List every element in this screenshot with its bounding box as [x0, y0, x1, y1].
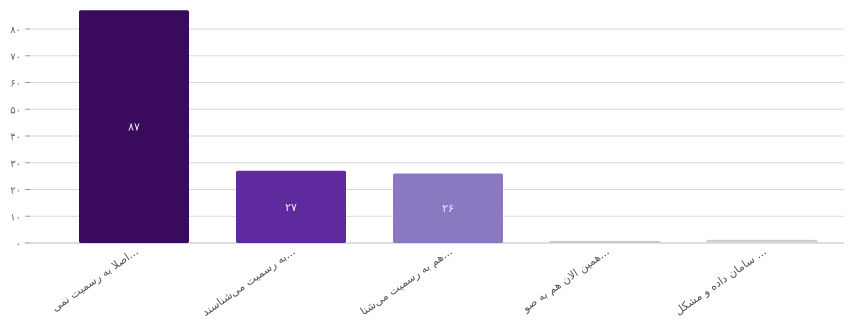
- x-tick-label: سامان داده و مشکل ...: [672, 245, 768, 318]
- bar[interactable]: [549, 241, 661, 244]
- bar[interactable]: [706, 239, 818, 244]
- y-axis: ۰ ۱۰ ۲۰ ۳۰ ۴۰ ۵۰ ۶۰ ۷۰ ۸۰: [10, 25, 30, 250]
- x-axis: اصلا به رسمیت نمی... به رسمیت می‌شناسند..…: [49, 245, 768, 319]
- bar[interactable]: [393, 173, 503, 243]
- x-tick-label: اصلا به رسمیت نمی...: [49, 245, 140, 314]
- x-tick-label: به رسمیت می‌شناسند...: [200, 245, 298, 319]
- x-tick-label: همین الان هم به صو...: [519, 245, 612, 315]
- y-tick-label: ۰: [16, 239, 21, 250]
- y-tick-label: ۶۰: [10, 79, 21, 90]
- bar[interactable]: [79, 10, 189, 244]
- bar-value-label: ۸۷: [128, 121, 140, 134]
- y-tick-label: ۳۰: [10, 159, 21, 170]
- y-tick-label: ۵۰: [10, 105, 21, 116]
- y-tick-label: ۲۰: [10, 186, 21, 197]
- y-tick-label: ۷۰: [10, 52, 21, 63]
- x-tick-label: هم به رسمیت می‌شنا...: [358, 245, 455, 318]
- bar[interactable]: [236, 170, 346, 243]
- bar-value-label: ۲۶: [442, 202, 454, 215]
- bars: ۸۷ ۲۷ ۲۶: [79, 10, 818, 244]
- y-tick-label: ۴۰: [10, 132, 21, 143]
- y-tick-label: ۸۰: [10, 25, 21, 36]
- y-tick-label: ۱۰: [10, 212, 21, 223]
- bar-value-label: ۲۷: [285, 201, 297, 214]
